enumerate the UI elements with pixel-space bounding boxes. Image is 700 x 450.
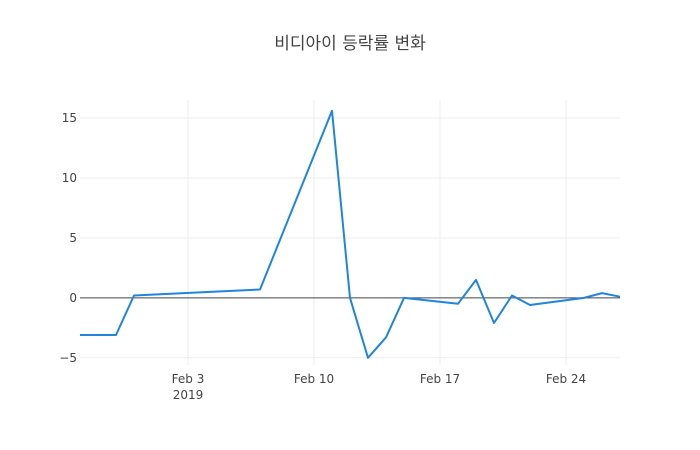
- x-tick-year-label: 2019: [173, 388, 204, 402]
- y-axis: −5 0 5 10 15: [59, 111, 77, 365]
- y-tick-label: 15: [62, 111, 77, 125]
- x-axis: Feb 3 2019 Feb 10 Feb 17 Feb 24: [172, 372, 587, 402]
- x-gridlines: [187, 100, 567, 365]
- chart-title: 비디아이 등락률 변화: [274, 34, 426, 54]
- y-tick-label: 10: [62, 171, 77, 185]
- x-tick-label: Feb 10: [294, 372, 334, 386]
- x-tick-label: Feb 24: [546, 372, 586, 386]
- y-gridlines: [80, 117, 620, 359]
- plot-area: [80, 109, 621, 359]
- y-tick-label: −5: [59, 351, 77, 365]
- x-tick-label: Feb 17: [420, 372, 460, 386]
- x-tick-label: Feb 3: [172, 372, 205, 386]
- y-tick-label: 5: [69, 231, 77, 245]
- series-line: [80, 109, 621, 359]
- y-tick-label: 0: [69, 291, 77, 305]
